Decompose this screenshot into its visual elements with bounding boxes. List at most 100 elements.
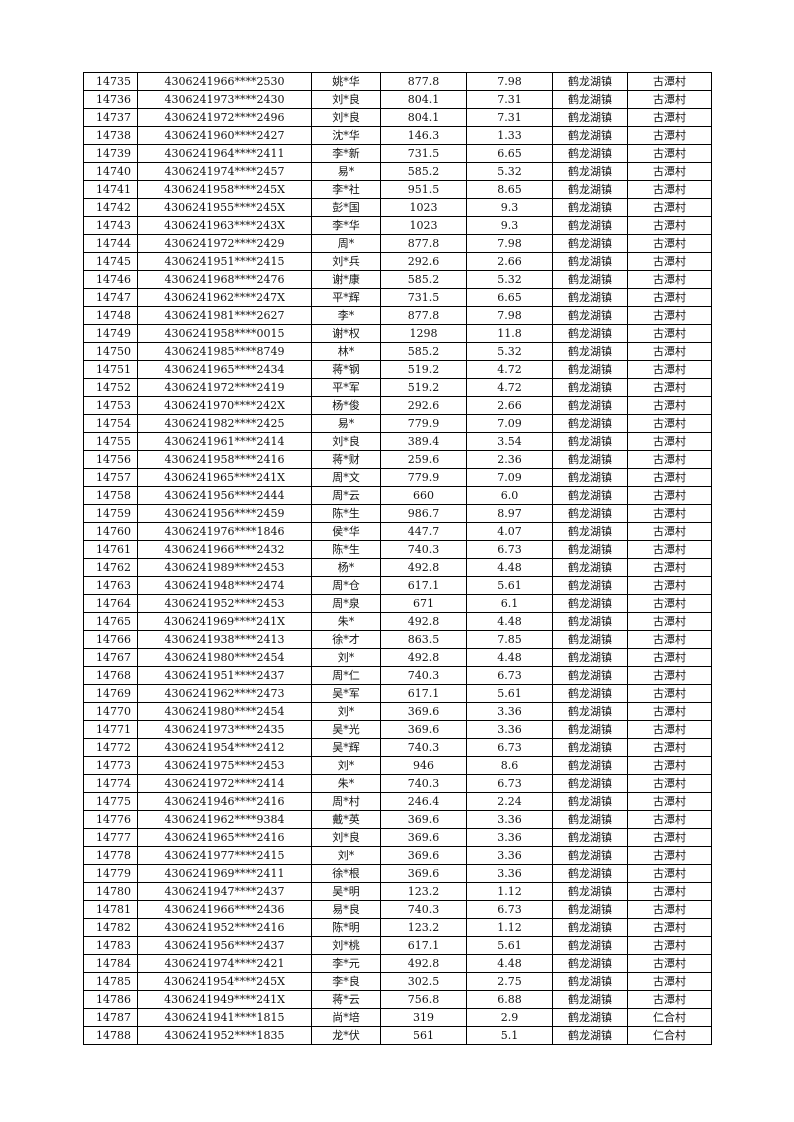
cell-town: 鹤龙湖镇 (552, 342, 628, 361)
cell-value: 3.54 (466, 432, 553, 451)
table-row: 14763 4306241948****2474 周*仓 617.1 5.61 鹤龙湖镇古… (83, 576, 712, 595)
cell-value: 7.98 (466, 72, 553, 91)
cell-id-number: 4306241972****2496 (137, 108, 312, 127)
cell-value: 2.66 (466, 252, 553, 271)
cell-town: 鹤龙湖镇 (552, 918, 628, 937)
cell-value: 7.09 (466, 468, 553, 487)
cell-id-number: 4306241954****2412 (137, 738, 312, 757)
table-row: 14785 4306241954****245X 李*良 302.5 2.75 鹤龙湖镇古… (83, 972, 712, 991)
cell-value: 5.32 (466, 162, 553, 181)
cell-id-number: 4306241941****1815 (137, 1008, 312, 1027)
cell-serial-number: 14768 (83, 666, 138, 685)
cell-amount: 292.6 (380, 252, 467, 271)
cell-name: 谢*权 (311, 324, 381, 343)
cell-value: 6.1 (466, 594, 553, 613)
cell-value: 3.36 (466, 702, 553, 721)
cell-town: 鹤龙湖镇 (552, 396, 628, 415)
cell-amount: 519.2 (380, 378, 467, 397)
cell-value: 5.61 (466, 684, 553, 703)
table-row: 14783 4306241956****2437 刘*桃 617.1 5.61 鹤龙湖镇古… (83, 936, 712, 955)
cell-name: 戴*英 (311, 810, 381, 829)
cell-village: 古潭村 (627, 414, 712, 433)
cell-village: 古潭村 (627, 252, 712, 271)
cell-serial-number: 14744 (83, 234, 138, 253)
cell-id-number: 4306241974****2457 (137, 162, 312, 181)
cell-town: 鹤龙湖镇 (552, 180, 628, 199)
cell-town: 鹤龙湖镇 (552, 666, 628, 685)
table-row: 14742 4306241955****245X 彭*国 1023 9.3 鹤龙湖镇 古潭村 (83, 198, 712, 217)
cell-serial-number: 14778 (83, 846, 138, 865)
cell-value: 4.48 (466, 612, 553, 631)
cell-id-number: 4306241980****2454 (137, 648, 312, 667)
cell-name: 周*村 (311, 792, 381, 811)
cell-value: 8.6 (466, 756, 553, 775)
cell-id-number: 4306241966****2530 (137, 72, 312, 91)
cell-value: 2.66 (466, 396, 553, 415)
cell-village: 古潭村 (627, 558, 712, 577)
cell-amount: 561 (380, 1026, 467, 1045)
cell-village: 仁合村 (627, 1008, 712, 1027)
cell-value: 5.1 (466, 1026, 553, 1045)
cell-serial-number: 14772 (83, 738, 138, 757)
cell-serial-number: 14736 (83, 90, 138, 109)
cell-serial-number: 14740 (83, 162, 138, 181)
cell-town: 鹤龙湖镇 (552, 864, 628, 883)
cell-serial-number: 14757 (83, 468, 138, 487)
cell-id-number: 4306241948****2474 (137, 576, 312, 595)
cell-village: 仁合村 (627, 1026, 712, 1045)
cell-village: 古潭村 (627, 522, 712, 541)
cell-amount: 123.2 (380, 918, 467, 937)
cell-name: 朱* (311, 612, 381, 631)
cell-value: 4.48 (466, 954, 553, 973)
cell-serial-number: 14737 (83, 108, 138, 127)
cell-value: 7.98 (466, 306, 553, 325)
cell-name: 平*军 (311, 378, 381, 397)
cell-amount: 671 (380, 594, 467, 613)
table-row: 14755 4306241961****2414 刘*良 389.4 3.54 鹤龙湖镇古… (83, 432, 712, 451)
table-row: 14771 4306241973****2435 吴*光 369.6 3.36 鹤龙湖镇古… (83, 720, 712, 739)
cell-name: 周*仓 (311, 576, 381, 595)
cell-id-number: 4306241989****2453 (137, 558, 312, 577)
cell-value: 2.75 (466, 972, 553, 991)
cell-id-number: 4306241956****2459 (137, 504, 312, 523)
cell-village: 古潭村 (627, 954, 712, 973)
cell-village: 古潭村 (627, 468, 712, 487)
cell-name: 李*元 (311, 954, 381, 973)
cell-town: 鹤龙湖镇 (552, 756, 628, 775)
cell-serial-number: 14746 (83, 270, 138, 289)
cell-id-number: 4306241961****2414 (137, 432, 312, 451)
cell-serial-number: 14774 (83, 774, 138, 793)
cell-id-number: 4306241962****247X (137, 288, 312, 307)
cell-serial-number: 14775 (83, 792, 138, 811)
cell-village: 古潭村 (627, 234, 712, 253)
cell-serial-number: 14769 (83, 684, 138, 703)
cell-value: 7.31 (466, 90, 553, 109)
cell-value: 3.36 (466, 828, 553, 847)
table-row: 14777 4306241965****2416 刘*良 369.6 3.36 鹤龙湖镇古… (83, 828, 712, 847)
cell-village: 古潭村 (627, 810, 712, 829)
cell-name: 刘* (311, 702, 381, 721)
cell-name: 吴*军 (311, 684, 381, 703)
cell-village: 古潭村 (627, 720, 712, 739)
cell-serial-number: 14758 (83, 486, 138, 505)
cell-name: 朱* (311, 774, 381, 793)
cell-serial-number: 14750 (83, 342, 138, 361)
cell-id-number: 4306241969****241X (137, 612, 312, 631)
cell-value: 7.31 (466, 108, 553, 127)
cell-serial-number: 14752 (83, 378, 138, 397)
cell-name: 陈*明 (311, 918, 381, 937)
cell-village: 古潭村 (627, 270, 712, 289)
cell-id-number: 4306241951****2437 (137, 666, 312, 685)
cell-id-number: 4306241951****2415 (137, 252, 312, 271)
table-row: 14767 4306241980****2454 刘* 492.8 4.48 鹤龙湖镇 古潭… (83, 648, 712, 667)
table-row: 14788 4306241952****1835 龙*伏 561 5.1 鹤龙湖镇 仁合村 (83, 1026, 712, 1045)
cell-amount: 369.6 (380, 846, 467, 865)
table-row: 14759 4306241956****2459 陈*生 986.7 8.97 鹤龙湖镇古… (83, 504, 712, 523)
table-row: 14757 4306241965****241X 周*文 779.9 7.09 鹤龙湖镇古… (83, 468, 712, 487)
cell-village: 古潭村 (627, 702, 712, 721)
cell-name: 易* (311, 162, 381, 181)
cell-town: 鹤龙湖镇 (552, 450, 628, 469)
cell-value: 6.0 (466, 486, 553, 505)
table-row: 14770 4306241980****2454 刘* 369.6 3.36 鹤龙湖镇 古潭… (83, 702, 712, 721)
cell-value: 3.36 (466, 864, 553, 883)
